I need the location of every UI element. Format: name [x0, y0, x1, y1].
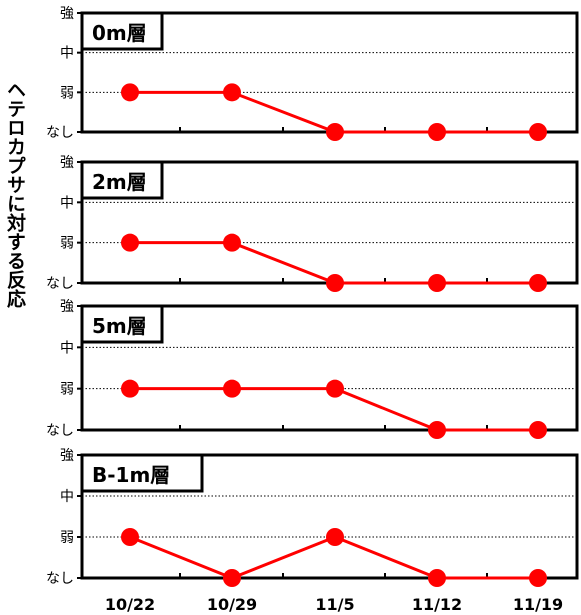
y-tick-label: 中: [60, 340, 74, 356]
y-tick-label: 弱: [60, 530, 74, 546]
data-point: [529, 274, 547, 292]
data-point: [326, 379, 344, 398]
data-point: [529, 421, 547, 439]
y-tick-label: 強: [60, 155, 74, 171]
data-point: [428, 274, 446, 292]
y-tick-label: 弱: [60, 382, 74, 398]
y-tick-label: なし: [46, 423, 74, 439]
panel-title-box: [80, 160, 164, 200]
panel-title-box: [80, 11, 164, 51]
y-tick-label: 弱: [60, 236, 74, 252]
y-tick-label: 弱: [60, 85, 74, 101]
data-point: [223, 569, 241, 587]
y-tick-label: 強: [60, 299, 74, 315]
panel-title: 2m層: [92, 170, 147, 194]
panel-frame: [80, 304, 579, 432]
y-axis-label: ヘテロカプサに対する反応: [4, 80, 26, 308]
data-point: [529, 569, 547, 587]
data-point: [428, 569, 446, 587]
data-point: [326, 274, 344, 292]
data-point: [326, 123, 344, 141]
panel-title: 5m層: [92, 314, 147, 338]
panel-title: 0m層: [92, 21, 147, 45]
y-tick-label: なし: [46, 125, 74, 141]
y-tick-label: なし: [46, 276, 74, 292]
data-point: [121, 379, 139, 398]
data-point: [223, 379, 241, 398]
y-tick-label: 強: [60, 6, 74, 22]
y-tick-label: 中: [60, 489, 74, 505]
data-point: [223, 233, 241, 252]
y-tick-label: なし: [46, 571, 74, 587]
panel-title: B-1m層: [92, 463, 170, 487]
data-point: [428, 123, 446, 141]
data-point: [121, 83, 139, 102]
panel-title-box: [80, 453, 204, 493]
y-tick-label: 中: [60, 195, 74, 211]
data-point: [529, 123, 547, 141]
data-point: [326, 528, 344, 546]
y-tick-label: 強: [60, 448, 74, 464]
data-point: [428, 421, 446, 439]
data-point: [223, 83, 241, 102]
y-tick-label: 中: [60, 46, 74, 62]
x-tick-label: 10/22: [105, 595, 155, 614]
data-point: [121, 528, 139, 546]
x-tick-label: 11/19: [513, 595, 563, 614]
panel-frame: [80, 453, 579, 580]
x-tick-label: 11/5: [315, 595, 354, 614]
x-tick-label: 10/29: [207, 595, 257, 614]
panel-title-box: [80, 304, 164, 344]
x-tick-label: 11/12: [412, 595, 462, 614]
data-point: [121, 233, 139, 252]
